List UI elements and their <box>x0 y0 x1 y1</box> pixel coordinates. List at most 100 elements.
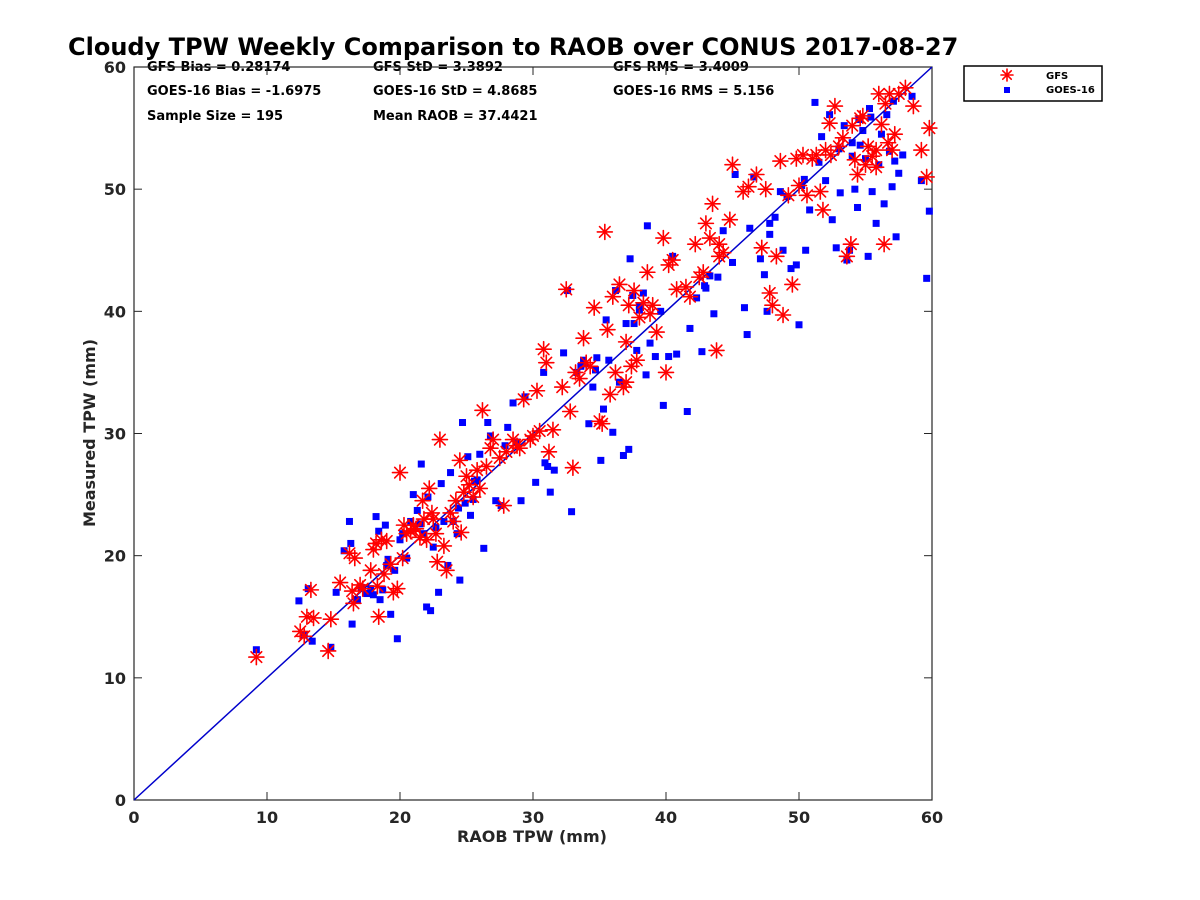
asterisk-stroke <box>429 527 443 540</box>
asterisk-stroke <box>619 376 633 389</box>
asterisk-stroke <box>431 555 444 568</box>
x-tick-label: 30 <box>522 808 544 827</box>
gfs-point <box>478 458 495 475</box>
gfs-point <box>415 510 433 528</box>
asterisk-stroke <box>666 253 679 267</box>
goes-16-point <box>423 603 431 611</box>
gfs-point <box>918 168 935 186</box>
asterisk-stroke <box>816 203 830 217</box>
goes-16-point <box>372 513 380 521</box>
goes-16-point <box>746 224 754 232</box>
goes-16-point <box>550 466 558 474</box>
gfs-point <box>834 129 852 147</box>
gfs-point <box>875 235 893 253</box>
gfs-point <box>867 141 885 159</box>
gfs-point <box>515 390 532 408</box>
goes-16-point <box>908 92 916 100</box>
goes-16-point <box>413 506 421 514</box>
gfs-point <box>842 235 860 253</box>
asterisk-stroke <box>486 433 500 446</box>
goes-16-point <box>611 287 619 295</box>
asterisk-stroke <box>601 323 614 336</box>
asterisk-stroke <box>870 143 883 157</box>
asterisk-stroke <box>643 307 657 320</box>
y-tick-label: 60 <box>104 58 126 77</box>
asterisk-stroke <box>870 161 883 174</box>
goes-16-point <box>332 588 340 596</box>
asterisk-stroke <box>455 526 468 539</box>
goes-16-point <box>453 530 461 538</box>
asterisk-stroke <box>540 356 553 369</box>
goes-16-point <box>883 111 891 119</box>
stat-goes-bias: GOES-16 Bias = -1.6975 <box>147 84 321 99</box>
gfs-point <box>571 370 588 387</box>
goes-16-point <box>492 497 500 505</box>
asterisk-stroke <box>810 148 823 162</box>
goes-16-point <box>665 353 673 361</box>
gfs-point <box>740 178 757 196</box>
goes-16-point <box>885 147 893 155</box>
gfs-point <box>391 464 409 481</box>
asterisk-stroke <box>416 494 429 507</box>
asterisk-stroke <box>763 286 776 300</box>
gfs-point <box>345 595 362 612</box>
gfs-point <box>607 364 624 381</box>
goes-16-point <box>693 294 701 302</box>
goes-16-point <box>892 233 900 241</box>
gfs-point <box>343 582 361 600</box>
gfs-point <box>881 85 898 103</box>
asterisk-stroke <box>630 354 643 367</box>
goes-16-point <box>560 349 568 357</box>
gfs-point <box>482 439 499 457</box>
asterisk-stroke <box>699 217 713 230</box>
stat-goes-std: GOES-16 StD = 4.8685 <box>373 84 537 99</box>
gfs-point <box>721 211 739 229</box>
asterisk-stroke <box>606 290 619 303</box>
gfs-point <box>814 201 832 219</box>
legend-gfs-marker <box>1000 68 1014 82</box>
asterisk-stroke <box>670 283 683 296</box>
asterisk-stroke <box>537 343 550 356</box>
gfs-point <box>581 358 599 375</box>
asterisk-stroke <box>322 644 335 658</box>
goes-16-point <box>437 480 445 488</box>
goes-16-point <box>731 171 739 179</box>
asterisk-stroke <box>588 301 601 314</box>
legend-box <box>963 65 1103 102</box>
gfs-point <box>498 443 515 461</box>
y-tick-label: 40 <box>104 302 126 321</box>
gfs-point <box>511 439 529 457</box>
asterisk-stroke <box>409 522 423 535</box>
goes-16-point <box>619 451 627 459</box>
asterisk-stroke <box>384 558 397 571</box>
gfs-point <box>798 186 816 204</box>
goes-16-point <box>868 188 876 196</box>
asterisk-stroke <box>334 576 347 589</box>
asterisk-stroke <box>872 87 885 100</box>
asterisk-stroke <box>517 393 530 406</box>
asterisk-stroke <box>546 423 560 436</box>
gfs-point <box>295 627 313 645</box>
goes-16-point <box>417 460 425 468</box>
gfs-point <box>444 513 462 530</box>
asterisk-stroke <box>423 482 436 495</box>
legend-goes-label: GOES-16 <box>1046 85 1095 96</box>
goes-16-point <box>802 246 810 254</box>
goes-16-point <box>895 169 903 177</box>
asterisk-stroke <box>463 478 476 491</box>
asterisk-stroke <box>646 299 659 312</box>
asterisk-stroke <box>888 128 901 141</box>
asterisk-stroke <box>556 380 569 394</box>
gfs-point <box>322 610 340 628</box>
goes-16-point <box>776 188 784 196</box>
gfs-point <box>611 276 628 293</box>
asterisk-stroke <box>856 109 869 122</box>
gfs-point <box>648 323 665 341</box>
asterisk-stroke <box>425 506 439 520</box>
y-axis-label: Measured TPW (mm) <box>80 339 99 527</box>
y-tick-label: 30 <box>104 425 126 444</box>
asterisk-stroke <box>457 486 470 499</box>
asterisk-stroke <box>766 299 779 312</box>
gfs-point <box>838 248 856 265</box>
gfs-point <box>451 452 469 469</box>
